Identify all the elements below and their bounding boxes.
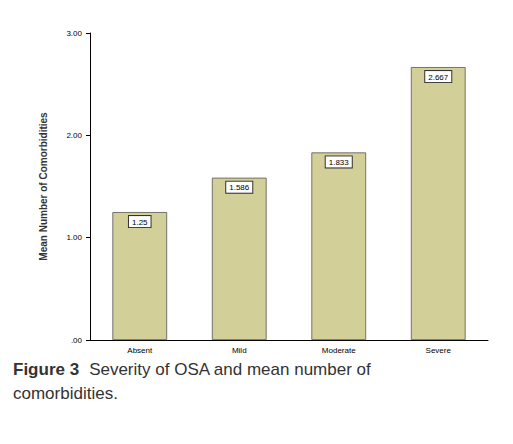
svg-text:Mild: Mild <box>232 346 247 355</box>
svg-text:1.586: 1.586 <box>229 183 250 192</box>
svg-text:1.25: 1.25 <box>132 218 148 227</box>
svg-text:Severe: Severe <box>426 346 452 355</box>
svg-text:Moderate: Moderate <box>322 346 356 355</box>
svg-text:Absent: Absent <box>127 346 153 355</box>
svg-text:Figure 3: Figure 3 <box>13 360 79 379</box>
svg-text:1.00: 1.00 <box>66 233 82 242</box>
svg-text:2.667: 2.667 <box>428 73 449 82</box>
svg-text:Mean Number of Comorbidities: Mean Number of Comorbidities <box>38 112 49 261</box>
svg-text:1.833: 1.833 <box>329 158 350 167</box>
svg-text:3.00: 3.00 <box>66 29 82 38</box>
svg-text:comorbidities.: comorbidities. <box>13 384 118 403</box>
svg-text:Severity of OSA and mean numbe: Severity of OSA and mean number of <box>89 360 375 379</box>
svg-text:.00: .00 <box>71 336 83 345</box>
svg-text:2.00: 2.00 <box>66 131 82 140</box>
